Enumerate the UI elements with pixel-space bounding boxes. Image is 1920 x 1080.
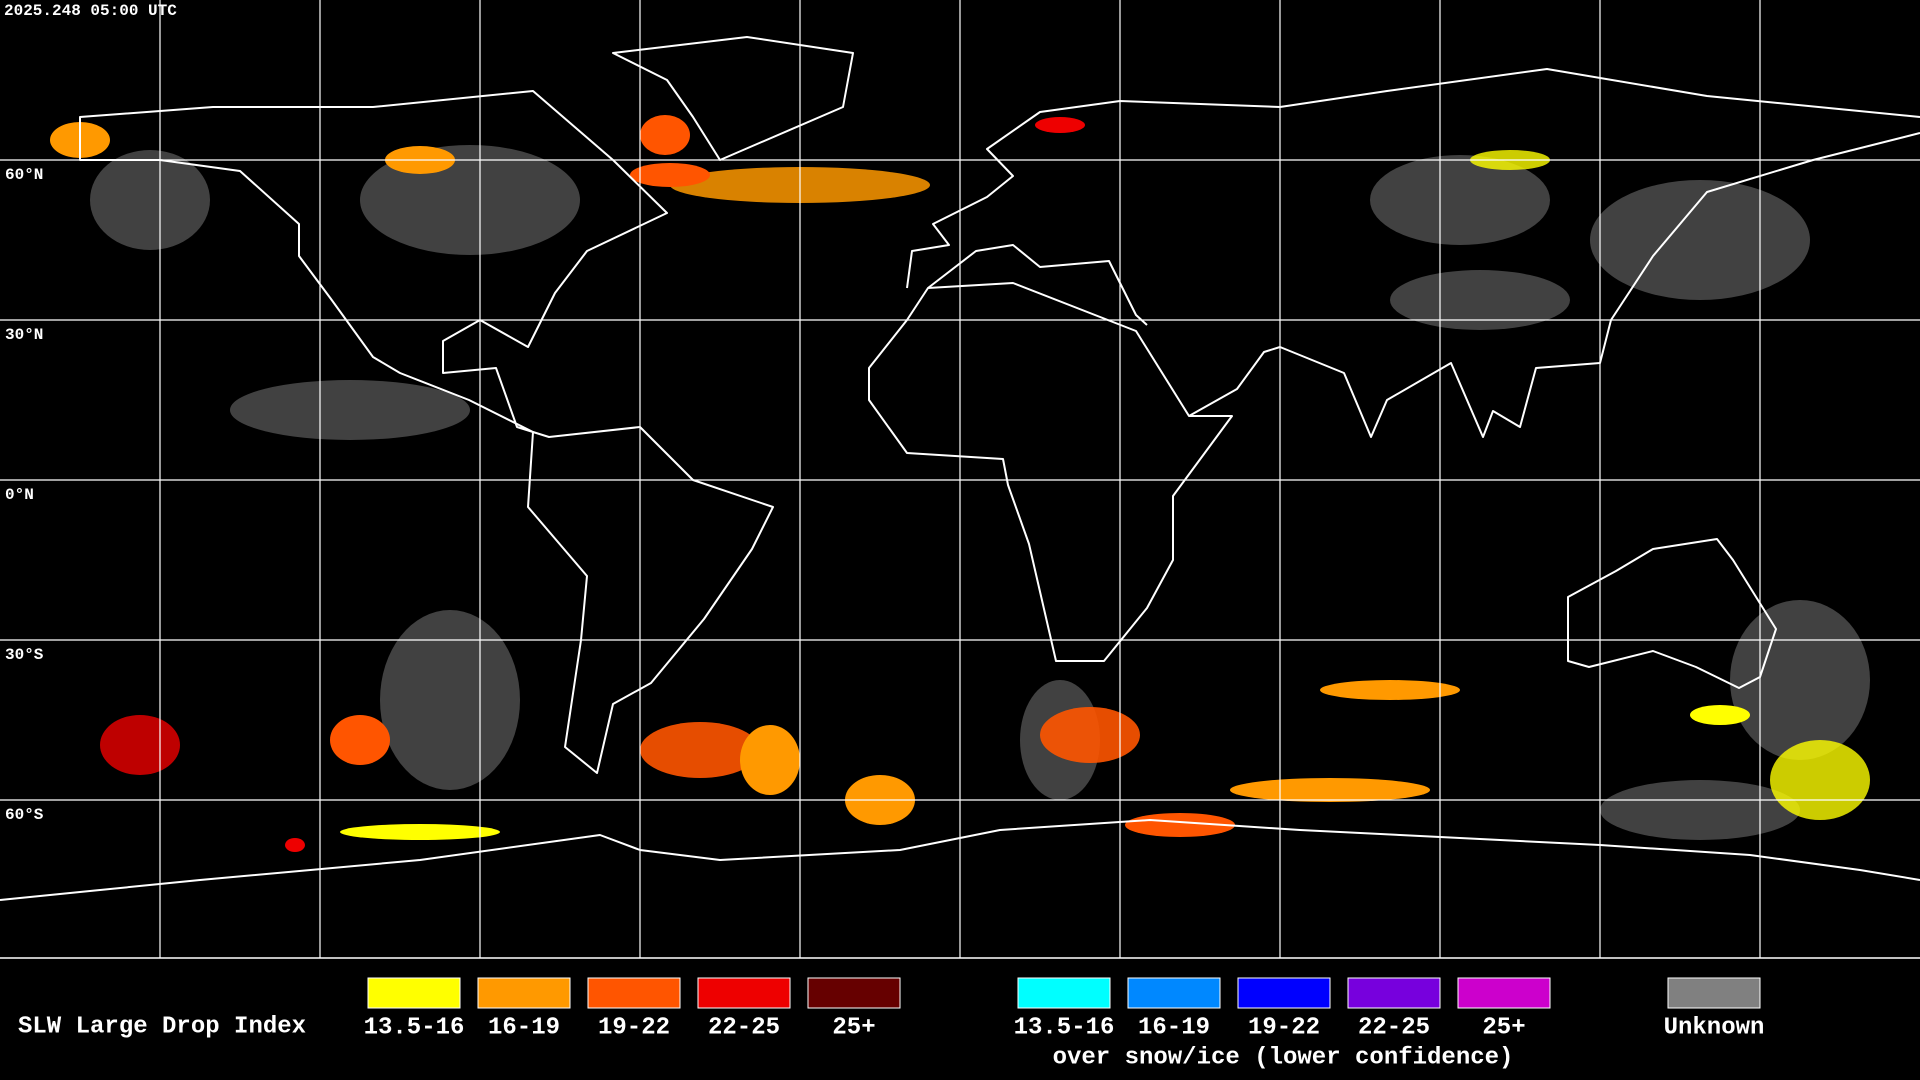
legend-swatch [477,977,571,1009]
lat-label: 30°S [5,646,44,664]
legend-label: 22-25 [1358,1014,1430,1041]
legend-label: 16-19 [488,1014,560,1041]
drop-patch [1690,705,1750,725]
lat-label: 60°N [5,166,43,184]
drop-patch [330,715,390,765]
cloud-patch [1390,270,1570,330]
legend-swatch [587,977,681,1009]
cloud-patch [1590,180,1810,300]
coastline [612,36,854,161]
drop-patch [740,725,800,795]
drop-patch [1770,740,1870,820]
cloud-patch [90,150,210,250]
graticule [0,0,1920,958]
coastline [527,426,774,774]
legend-swatch [1457,977,1551,1009]
legend-label: 13.5-16 [1014,1014,1115,1041]
legend-label: 22-25 [708,1014,780,1041]
drop-patch [285,838,305,852]
legend-label: 19-22 [598,1014,670,1041]
coastline [906,68,1920,438]
drop-patch [1040,707,1140,763]
drop-patch [100,715,180,775]
legend-swatch [697,977,791,1009]
legend-swatch [1667,977,1761,1009]
lat-label: 30°N [5,326,43,344]
legend-title: SLW Large Drop Index [18,1013,306,1040]
drop-patch [1125,813,1235,837]
legend-label: 25+ [832,1014,875,1041]
cloud-patch [1600,780,1800,840]
legend-swatch [1127,977,1221,1009]
cloud-patch [1370,155,1550,245]
lat-label: 0°N [5,486,34,504]
drop-patch [1320,680,1460,700]
legend-swatch [1237,977,1331,1009]
legend-label: 16-19 [1138,1014,1210,1041]
timestamp: 2025.248 05:00 UTC [4,2,177,20]
drop-patch [640,115,690,155]
legend-label: 13.5-16 [364,1014,465,1041]
legend-swatch [807,977,901,1009]
legend-label: Unknown [1664,1014,1765,1041]
legend-swatch [1017,977,1111,1009]
cloud-patch [1730,600,1870,760]
lat-label: 60°S [5,806,44,824]
drop-patch [630,163,710,187]
cloud-field [50,115,1870,852]
drop-patch [340,824,500,840]
legend-swatch [367,977,461,1009]
legend-swatch [1347,977,1441,1009]
coastline [868,282,1233,662]
drop-patch [640,722,760,778]
drop-patch [1230,778,1430,802]
legend-label: 25+ [1482,1014,1525,1041]
drop-patch [1035,117,1085,133]
cloud-patch [380,610,520,790]
legend-label: 19-22 [1248,1014,1320,1041]
legend-caption: over snow/ice (lower confidence) [1053,1044,1514,1071]
cloud-patch [230,380,470,440]
